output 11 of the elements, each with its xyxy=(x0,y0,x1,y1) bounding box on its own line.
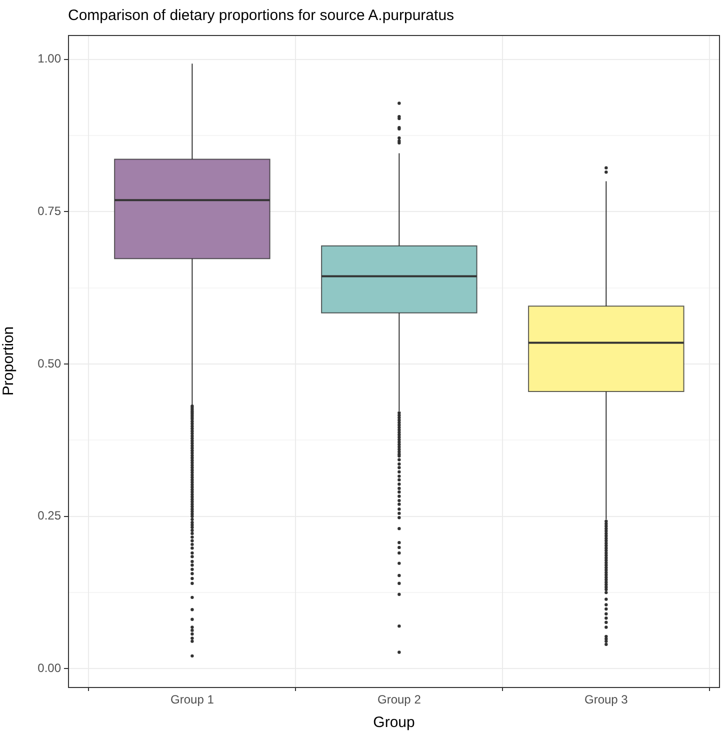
y-tick-label: 0.50 xyxy=(38,356,62,370)
chart-title: Comparison of dietary proportions for source A.purpuratus xyxy=(68,7,454,24)
y-tick-label: 1.00 xyxy=(38,52,62,66)
x-axis-title: Group xyxy=(373,714,415,732)
x-tick-label: Group 1 xyxy=(170,692,214,707)
y-tick-label: 0.25 xyxy=(38,508,62,523)
y-tick-label: 0.75 xyxy=(38,204,62,218)
y-axis-title: Proportion xyxy=(0,326,18,396)
y-tick-label: 0.00 xyxy=(38,661,62,676)
x-tick-label: Group 3 xyxy=(584,692,628,707)
x-tick-label: Group 2 xyxy=(377,692,422,707)
